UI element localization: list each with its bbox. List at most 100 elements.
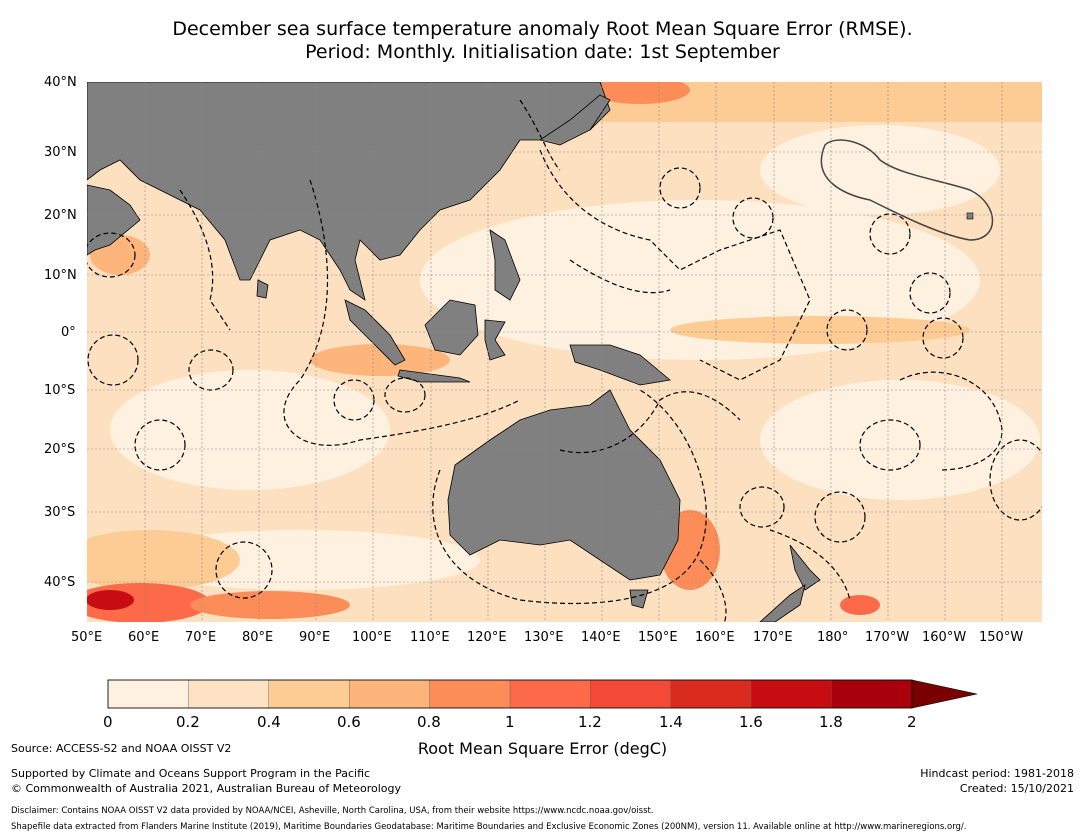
land-asia: [87, 82, 611, 301]
lon-label: 160°W: [922, 630, 967, 645]
land-australia: [447, 389, 681, 581]
hawaii-eez-boundary: [820, 139, 994, 241]
eez-boundary: [739, 486, 785, 528]
anomaly-region-mid: [670, 316, 970, 344]
land-new-zealand-south: [759, 584, 806, 622]
eez-boundary: [826, 309, 868, 351]
lon-label: 150°W: [979, 630, 1024, 645]
lon-label: 110°E: [410, 630, 450, 645]
anomaly-region-lowest: [760, 125, 1000, 215]
land-sumatra: [344, 299, 406, 366]
lat-label: 20°N: [44, 208, 77, 223]
colorbar-swatch: [107, 679, 190, 709]
lon-label: 120°E: [467, 630, 507, 645]
eez-boundary: [559, 391, 741, 454]
shapefile-credit: Shapefile data extracted from Flanders M…: [11, 822, 967, 832]
hindcast-period: Hindcast period: 1981-2018: [920, 767, 1074, 780]
eez-boundary: [215, 541, 273, 599]
colorbar-tick-label: 0.8: [417, 713, 441, 731]
colorbar-swatch: [590, 679, 672, 709]
land-new-guinea: [569, 344, 671, 386]
lon-label: 50°E: [71, 630, 103, 645]
land-new-zealand-north: [789, 544, 821, 591]
eez-boundary: [539, 149, 811, 381]
eez-boundary: [432, 389, 707, 605]
created-date: Created: 15/10/2021: [959, 782, 1074, 795]
colorbar-tick-label: 1.8: [819, 713, 843, 731]
lon-label: 70°E: [185, 630, 217, 645]
anomaly-region-high: [590, 82, 690, 104]
hawaii-islands: [966, 212, 974, 220]
lon-label: 60°E: [128, 630, 160, 645]
colorbar-swatch: [349, 679, 431, 709]
eez-boundary: [87, 334, 139, 386]
colorbar-tick-label: 0: [103, 713, 113, 731]
disclaimer-text: Disclaimer: Contains NOAA OISST V2 data …: [11, 806, 654, 816]
lat-label: 0°: [61, 325, 76, 340]
lat-label: 40°S: [44, 575, 76, 590]
colorbar-tick-label: 1: [505, 713, 515, 731]
colorbar-swatch: [831, 679, 913, 709]
land-java: [397, 369, 471, 383]
lat-label: 10°S: [44, 383, 76, 398]
eez-boundary: [519, 99, 561, 171]
anomaly-region-mid: [310, 344, 450, 376]
eez-boundary: [87, 232, 136, 278]
chart-title-line2: Period: Monthly. Initialisation date: 1s…: [305, 41, 780, 63]
eez-boundary: [899, 371, 1003, 471]
eez-boundary: [699, 559, 727, 622]
eez-boundary: [384, 377, 426, 413]
lon-label: 170°E: [753, 630, 793, 645]
eez-boundary: [659, 167, 701, 209]
colorbar-tick-label: 1.4: [659, 713, 683, 731]
lon-label: 180°: [817, 630, 849, 645]
anomaly-region-lowest: [760, 380, 1040, 500]
lat-label: 40°N: [44, 75, 77, 90]
anomaly-region-high: [840, 595, 880, 615]
lat-label: 30°S: [44, 505, 76, 520]
colorbar-swatch: [509, 679, 592, 709]
support-text: Supported by Climate and Oceans Support …: [11, 767, 371, 780]
colorbar-swatch: [670, 679, 752, 709]
eez-boundary: [732, 197, 774, 239]
lon-label: 90°E: [299, 630, 331, 645]
eez-boundary: [569, 259, 671, 294]
lon-label: 140°E: [581, 630, 621, 645]
lon-label: 100°E: [352, 630, 392, 645]
colorbar-tick-label: 1.2: [578, 713, 602, 731]
land-philippines: [489, 229, 521, 301]
lat-label: 10°N: [44, 268, 77, 283]
eez-boundary: [283, 179, 521, 446]
colorbar-extend-arrow: [911, 679, 978, 709]
land-sulawesi: [484, 319, 506, 361]
eez-boundary: [909, 272, 951, 314]
lon-label: 160°E: [695, 630, 735, 645]
colorbar-swatch: [268, 679, 350, 709]
lat-label: 20°S: [44, 442, 76, 457]
lon-label: 130°E: [524, 630, 564, 645]
eez-boundary: [769, 529, 851, 601]
lat-label: 30°N: [44, 145, 77, 160]
eez-boundary: [134, 419, 186, 471]
colorbar-outline: [107, 679, 913, 709]
copyright-text: © Commonwealth of Australia 2021, Austra…: [11, 782, 401, 795]
eez-boundary: [859, 419, 921, 471]
colorbar-tick-label: 2: [907, 713, 917, 731]
land-japan: [539, 94, 611, 146]
eez-boundary: [814, 491, 866, 543]
chart-title-line1: December sea surface temperature anomaly…: [172, 18, 913, 40]
lon-label: 170°W: [865, 630, 910, 645]
colorbar-tick-label: 0.2: [176, 713, 200, 731]
colorbar-swatch: [188, 679, 270, 709]
anomaly-region-highest: [87, 590, 134, 610]
eez-boundary: [869, 213, 911, 255]
source-text: Source: ACCESS-S2 and NOAA OISST V2: [11, 742, 232, 755]
land-sri-lanka: [256, 279, 269, 299]
eez-boundary: [922, 317, 964, 359]
colorbar-swatch: [751, 679, 833, 709]
land-arabia: [87, 184, 141, 256]
colorbar-tick-label: 1.6: [739, 713, 763, 731]
colorbar-tick-label: 0.4: [257, 713, 281, 731]
lon-label: 80°E: [242, 630, 274, 645]
